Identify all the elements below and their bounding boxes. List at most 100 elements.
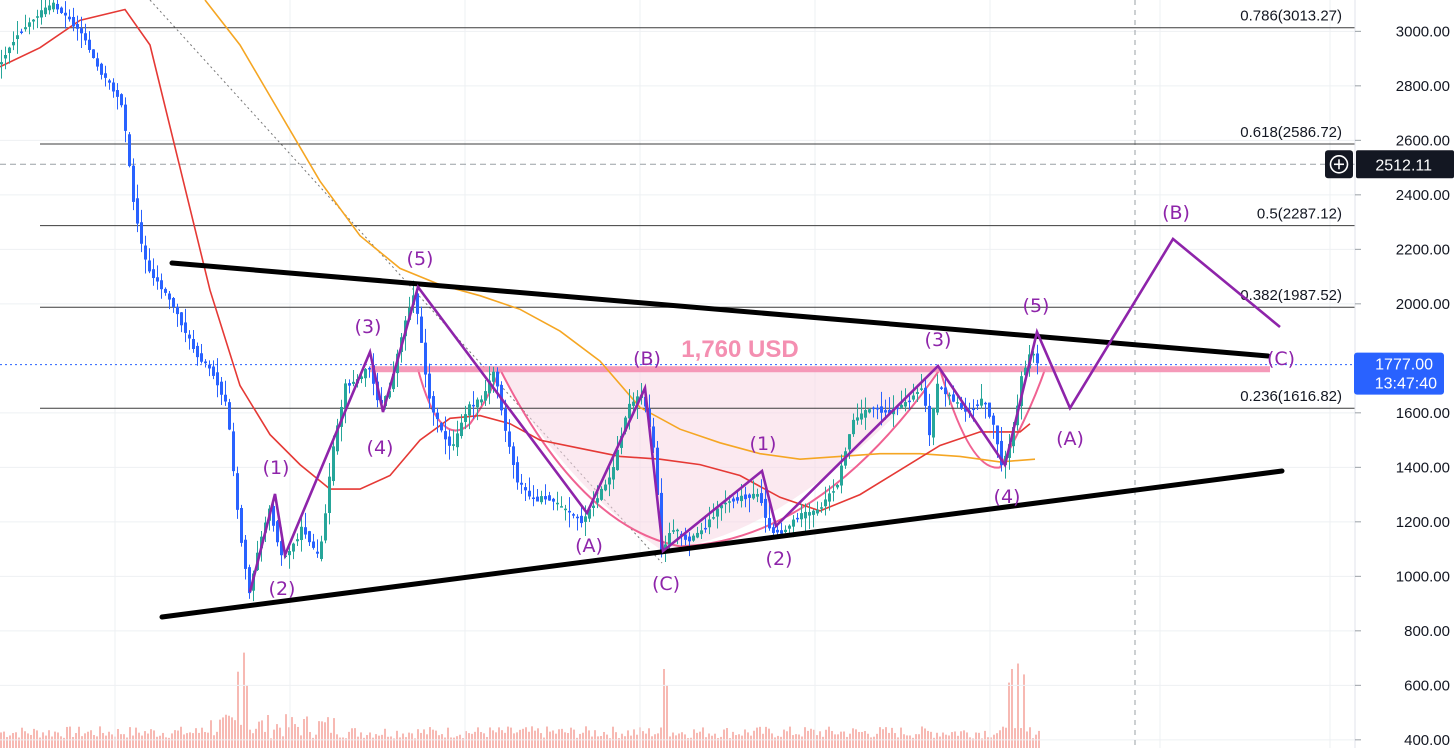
volume-bar [477, 727, 479, 748]
candle-body [40, 10, 43, 18]
fibonacci-retracement[interactable]: 0.786(3013.27) 0.618(2586.72) 0.5(2287.12)… [40, 8, 1355, 409]
wave-label: (4) [994, 486, 1021, 508]
volume-bar [426, 734, 428, 748]
candle-body [748, 494, 751, 498]
cup-and-handle-pattern: 1,760 USD [370, 336, 1270, 550]
candle-body [104, 73, 107, 78]
volume-bar [399, 737, 401, 748]
volume-bar [165, 737, 167, 748]
volume-bar [507, 726, 509, 748]
candle-body [744, 494, 747, 500]
volume-bar [645, 733, 647, 748]
candle-body [884, 410, 887, 413]
price-axis[interactable]: 3000.00 2800.00 2600.00 2400.00 2200.00 2000.… [1325, 0, 1456, 748]
candle-body [80, 28, 83, 34]
candle-body [364, 369, 367, 379]
crosshair-plus-icon[interactable] [1329, 154, 1349, 174]
candle-body [208, 364, 211, 369]
volume-bar [387, 736, 389, 748]
candle-body [868, 409, 871, 413]
volume-bar [294, 724, 296, 748]
volume-bar [969, 737, 971, 748]
candle-body [820, 507, 823, 509]
volume-bar [192, 733, 194, 748]
candle-body [436, 412, 439, 420]
candle-body [780, 530, 783, 534]
volume-bar [933, 737, 935, 748]
volume-bar [306, 716, 308, 748]
candle-body [940, 387, 943, 389]
volume-bar [468, 733, 470, 748]
volume-bar [1023, 674, 1025, 748]
volume-bar [648, 728, 650, 748]
upper-trendline[interactable] [169, 260, 1271, 359]
wave-projection-line[interactable] [248, 237, 1281, 593]
candle-body [956, 402, 959, 404]
candle-body [0, 62, 3, 65]
candle-body [656, 447, 659, 495]
candle-body [1032, 353, 1035, 356]
volume-bar [288, 727, 290, 748]
candle-body [588, 509, 591, 519]
volume-bar [948, 735, 950, 748]
volume-bar [750, 735, 752, 748]
candle-body [360, 376, 363, 380]
elliott-wave-path[interactable] [248, 237, 1281, 593]
volume-bar [270, 738, 272, 748]
candle-body [212, 366, 215, 376]
volume-bar [537, 728, 539, 748]
candle-body [56, 3, 59, 10]
volume-bar [687, 738, 689, 748]
candle-body [800, 513, 803, 520]
candle-body [8, 47, 11, 54]
candle-body [824, 499, 827, 507]
candle-body [716, 508, 719, 517]
volume-bar [837, 734, 839, 748]
volume-bar [759, 726, 761, 748]
candle-body [948, 394, 951, 397]
candle-body [1036, 353, 1039, 364]
candle-body [964, 406, 967, 412]
candle-body [700, 530, 703, 535]
fib-level-label: 0.618(2586.72) [1240, 124, 1342, 141]
fib-level-label: 0.236(1616.82) [1240, 388, 1342, 405]
wave-label: (4) [367, 437, 394, 459]
volume-bar [972, 738, 974, 748]
candle-body [1024, 367, 1027, 376]
candle-body [804, 511, 807, 519]
candle-body [732, 498, 735, 502]
candle-body [368, 368, 371, 370]
candle-body [348, 383, 351, 386]
candle-body [236, 473, 239, 510]
lower-trendline[interactable] [159, 468, 1285, 620]
volume-bar [312, 737, 314, 748]
axis-tick-label: 800.00 [1404, 623, 1450, 640]
volume-bar [651, 736, 653, 748]
volume-bar [228, 715, 230, 748]
volume-bar [231, 717, 233, 748]
volume-bar [813, 729, 815, 748]
candle-body [428, 373, 431, 399]
candle-body [520, 482, 523, 485]
volume-bar [606, 734, 608, 748]
volume-bar [945, 734, 947, 748]
candle-body [592, 505, 595, 508]
candle-body [144, 245, 147, 260]
axis-tick-label: 1000.00 [1396, 568, 1450, 585]
volume-bar [597, 736, 599, 748]
triangle-trendlines[interactable] [159, 260, 1285, 620]
volume-bar [489, 727, 491, 748]
volume-bar [849, 733, 851, 748]
volume-bar [303, 719, 305, 748]
candle-body [320, 541, 323, 559]
candle-body [540, 496, 543, 503]
axis-tick-label: 1200.00 [1396, 514, 1450, 531]
volume-bar [252, 733, 254, 748]
candle-body [52, 2, 55, 10]
volume-bar [285, 714, 287, 748]
volume-bar [678, 733, 680, 748]
candle-body [316, 551, 319, 554]
wave-label: (B) [633, 348, 661, 370]
